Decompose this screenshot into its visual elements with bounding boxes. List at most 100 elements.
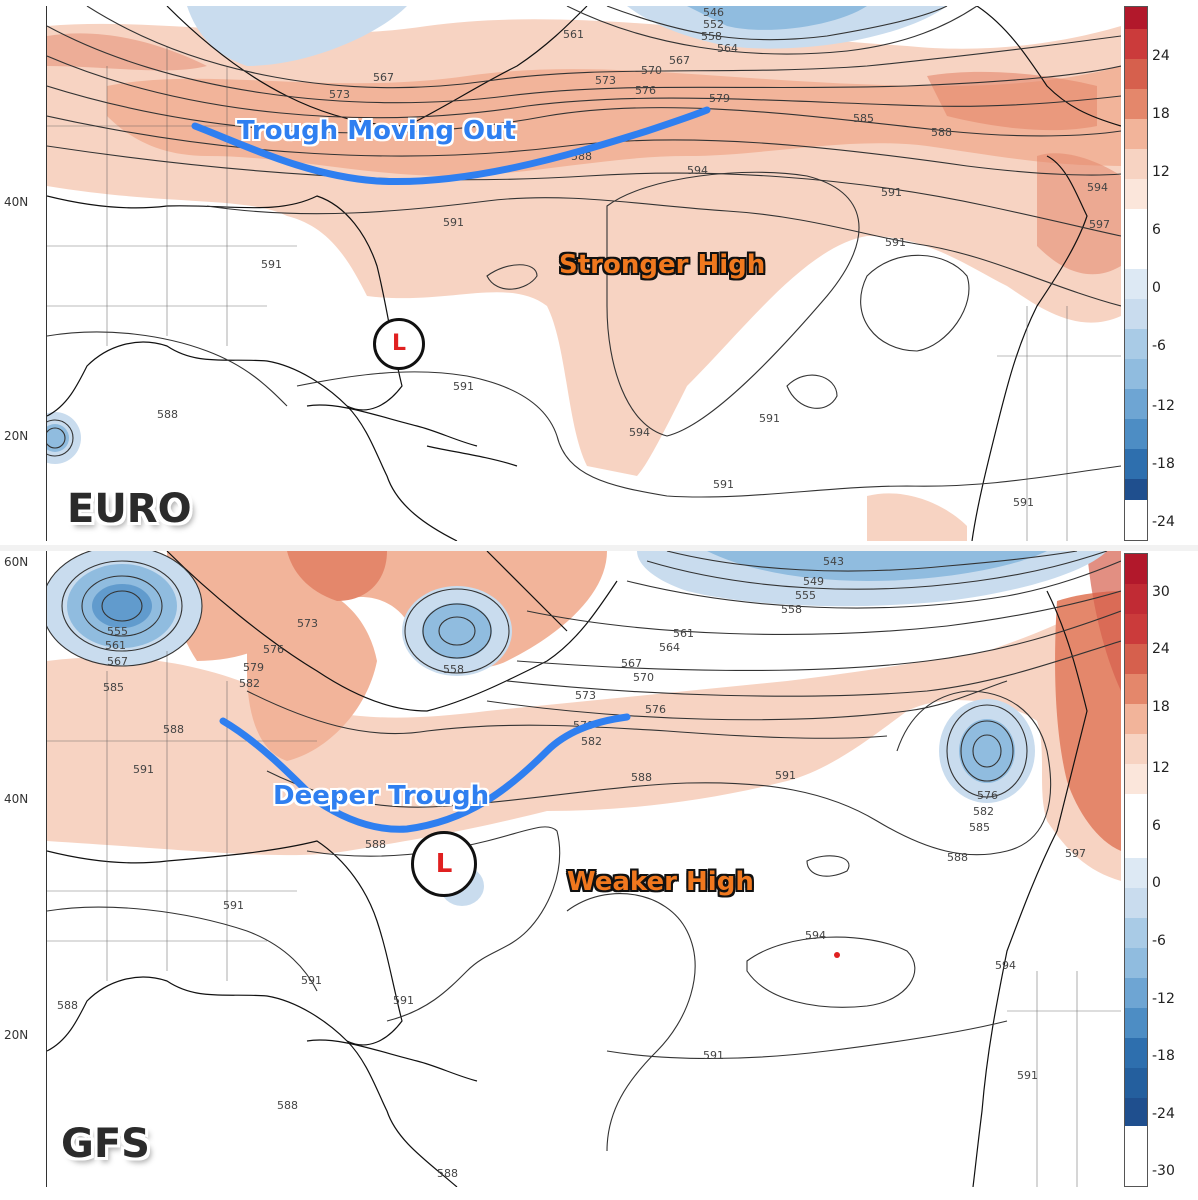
svg-text:570: 570 [641,64,662,77]
svg-text:591: 591 [1017,1069,1038,1082]
svg-text:591: 591 [223,899,244,912]
svg-text:594: 594 [687,164,708,177]
gfs-cb-tick-m30: -30 [1152,1163,1175,1179]
svg-text:561: 561 [673,627,694,640]
euro-cb-tick-m6: -6 [1152,338,1166,354]
svg-text:573: 573 [575,689,596,702]
svg-text:591: 591 [713,478,734,491]
svg-text:594: 594 [629,426,650,439]
svg-text:558: 558 [781,603,802,616]
svg-text:591: 591 [453,380,474,393]
svg-text:588: 588 [365,838,386,851]
gfs-panel: 543 549 555 558 561 564 567 570 573 576 … [0,551,1198,1191]
svg-text:576: 576 [645,703,666,716]
euro-lat-40n: 40N [4,195,29,209]
svg-text:564: 564 [717,42,738,55]
svg-text:588: 588 [163,723,184,736]
gfs-cb-tick-m24: -24 [1152,1106,1175,1122]
gfs-cb-tick-30: 30 [1152,584,1170,600]
gfs-cb-tick-m6: -6 [1152,933,1166,949]
svg-text:591: 591 [775,769,796,782]
gfs-cb-tick-m12: -12 [1152,991,1175,1007]
euro-cb-tick-0: 0 [1152,280,1161,296]
euro-trough-line [191,106,711,186]
gfs-cb-tick-m18: -18 [1152,1048,1175,1064]
euro-cb-tick-24: 24 [1152,48,1170,64]
svg-text:561: 561 [563,28,584,41]
gfs-colorbar [1124,553,1148,1187]
svg-text:591: 591 [881,186,902,199]
svg-text:588: 588 [437,1167,458,1180]
svg-text:561: 561 [105,639,126,652]
euro-cb-tick-6: 6 [1152,222,1161,238]
gfs-cb-tick-0: 0 [1152,875,1161,891]
svg-text:543: 543 [823,555,844,568]
gfs-model-label: GFS [61,1121,150,1167]
svg-text:594: 594 [995,959,1016,972]
gfs-cb-tick-24: 24 [1152,641,1170,657]
euro-model-label: EURO [67,486,192,532]
svg-text:582: 582 [581,735,602,748]
euro-colorbar [1124,6,1148,541]
gfs-high-label: Weaker High [567,867,754,897]
svg-text:597: 597 [1065,847,1086,860]
svg-text:576: 576 [635,84,656,97]
gfs-lat-20n: 20N [4,1028,29,1042]
gfs-map: 543 549 555 558 561 564 567 570 573 576 … [46,551,1121,1187]
svg-text:582: 582 [239,677,260,690]
svg-text:576: 576 [977,789,998,802]
gfs-lat-40n: 40N [4,792,29,806]
euro-cb-tick-m18: -18 [1152,456,1175,472]
euro-cb-tick-18: 18 [1152,106,1170,122]
svg-text:549: 549 [803,575,824,588]
svg-text:585: 585 [853,112,874,125]
gfs-map-graphic: 543 549 555 558 561 564 567 570 573 576 … [47,551,1121,1187]
panel-divider [0,545,1198,551]
svg-text:591: 591 [885,236,906,249]
svg-text:573: 573 [329,88,350,101]
euro-panel: 546 552 558 561 564 567 567 570 573 573 … [0,0,1198,545]
euro-map-graphic: 546 552 558 561 564 567 567 570 573 573 … [47,6,1121,541]
svg-text:552: 552 [703,18,724,31]
euro-low-marker: L [373,318,425,370]
svg-text:591: 591 [443,216,464,229]
euro-cb-tick-m24: -24 [1152,514,1175,530]
euro-lat-20n: 20N [4,429,29,443]
gfs-low-marker: L [411,831,477,897]
svg-text:591: 591 [393,994,414,1007]
gfs-cb-tick-6: 6 [1152,818,1161,834]
gfs-trough-label: Deeper Trough [273,781,490,811]
svg-text:567: 567 [621,657,642,670]
gfs-low-letter: L [435,849,453,879]
svg-text:594: 594 [805,929,826,942]
euro-low-letter: L [391,331,407,356]
svg-text:591: 591 [133,763,154,776]
gfs-trough-line [219,713,631,833]
svg-text:591: 591 [261,258,282,271]
svg-text:591: 591 [703,1049,724,1062]
svg-text:573: 573 [297,617,318,630]
svg-text:591: 591 [301,974,322,987]
euro-cb-tick-m12: -12 [1152,398,1175,414]
svg-text:555: 555 [795,589,816,602]
euro-contour-546: 546 [703,6,724,19]
euro-trough-label: Trough Moving Out [237,116,517,146]
svg-text:588: 588 [947,851,968,864]
euro-high-label: Stronger High [559,250,766,280]
svg-text:585: 585 [969,821,990,834]
svg-text:588: 588 [931,126,952,139]
svg-text:597: 597 [1089,218,1110,231]
euro-cb-tick-12: 12 [1152,164,1170,180]
gfs-cb-tick-12: 12 [1152,760,1170,776]
svg-text:582: 582 [973,805,994,818]
svg-text:591: 591 [759,412,780,425]
svg-text:558: 558 [443,663,464,676]
svg-text:567: 567 [107,655,128,668]
svg-text:567: 567 [669,54,690,67]
svg-text:555: 555 [107,625,128,638]
svg-text:588: 588 [631,771,652,784]
svg-text:570: 570 [633,671,654,684]
euro-map: 546 552 558 561 564 567 567 570 573 573 … [46,6,1121,541]
svg-text:588: 588 [157,408,178,421]
